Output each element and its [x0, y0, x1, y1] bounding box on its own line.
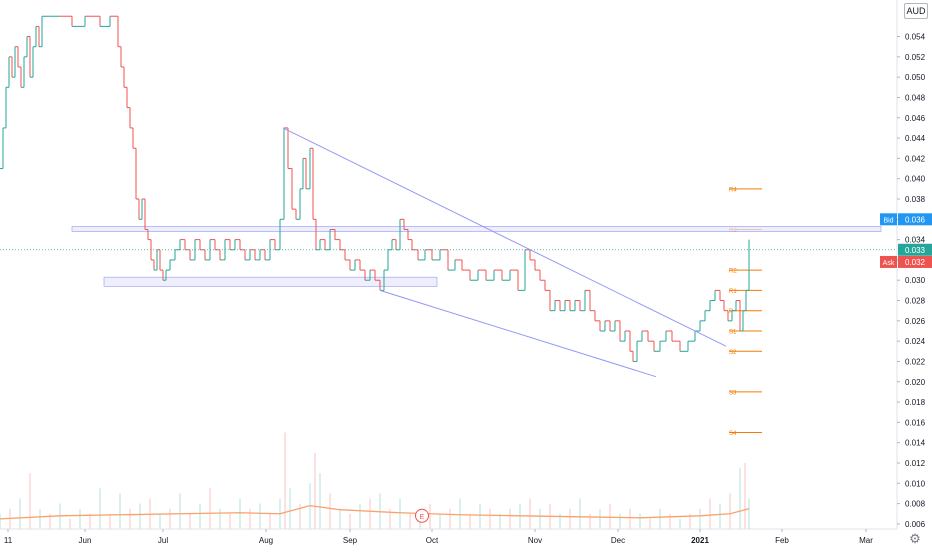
pivot-label-p: P	[729, 309, 733, 315]
price-tick-label: 0.020	[905, 378, 926, 387]
price-tick-label: 0.050	[905, 73, 926, 82]
time-tick-label: 2021	[691, 536, 709, 545]
price-tick-label: 0.034	[905, 236, 926, 245]
price-tick-label: 0.016	[905, 418, 926, 427]
bid-badge	[898, 213, 932, 226]
trendline-0[interactable]	[282, 127, 727, 347]
price-tick-label: 0.040	[905, 175, 926, 184]
bid-value: 0.036	[905, 215, 926, 224]
zone-rect-1[interactable]	[103, 276, 438, 287]
bid-label: Bid	[883, 217, 893, 224]
ask-label-badge	[880, 255, 897, 268]
last-price-badge	[898, 243, 932, 256]
time-tick-label: Jun	[79, 536, 92, 545]
ask-label: Ask	[883, 260, 895, 267]
price-tick-label: 0.052	[905, 53, 926, 62]
price-tick-label: 0.030	[905, 276, 926, 285]
price-tick-label: 0.014	[905, 439, 926, 448]
event-marker-label: E	[420, 514, 425, 521]
price-tick-label: 0.044	[905, 134, 926, 143]
last-price-value: 0.033	[905, 246, 926, 255]
pivot-label-s1: S1	[729, 330, 737, 336]
pivot-label-s2: S2	[729, 350, 737, 356]
currency-badge[interactable]: AUD	[904, 3, 928, 19]
time-tick-label: Mar	[859, 536, 873, 545]
price-tick-label: 0.006	[905, 520, 926, 529]
time-tick-label: Feb	[775, 536, 789, 545]
pivot-label-s3: S3	[729, 390, 737, 396]
time-tick-label: 11	[4, 536, 13, 545]
time-axis[interactable]	[0, 529, 897, 550]
zone-rect-0[interactable]	[71, 226, 882, 232]
pivot-label-r2: R2	[729, 269, 737, 275]
time-tick-label: Sep	[343, 536, 358, 545]
price-tick-label: 0.054	[905, 33, 926, 42]
pivot-label-r1: R1	[729, 289, 737, 295]
time-tick-label: Aug	[259, 536, 273, 545]
ask-badge	[898, 255, 932, 268]
time-tick-label: Nov	[528, 536, 542, 545]
ask-value: 0.032	[905, 258, 926, 267]
price-tick-label: 0.010	[905, 479, 926, 488]
price-tick-label: 0.024	[905, 337, 926, 346]
bid-label-badge	[880, 213, 897, 226]
time-tick-label: Jul	[158, 536, 168, 545]
time-tick-label: Dec	[611, 536, 625, 545]
price-tick-label: 0.042	[905, 154, 926, 163]
price-tick-label: 0.022	[905, 357, 926, 366]
price-tick-label: 0.038	[905, 195, 926, 204]
time-tick-label: Oct	[426, 536, 439, 545]
price-tick-label: 0.048	[905, 93, 926, 102]
price-tick-label: 0.008	[905, 500, 926, 509]
price-tick-label: 0.028	[905, 297, 926, 306]
price-tick-label: 0.046	[905, 114, 926, 123]
price-tick-label: 0.026	[905, 317, 926, 326]
price-axis[interactable]	[897, 0, 932, 550]
pivot-label-s4: S4	[729, 431, 737, 437]
trendline-1[interactable]	[379, 289, 657, 378]
pivot-label-r4: R4	[729, 187, 737, 193]
price-tick-label: 0.012	[905, 459, 926, 468]
volume-ma-line	[0, 504, 750, 520]
gear-icon[interactable]: ⚙	[909, 531, 921, 546]
price-tick-label: 0.018	[905, 398, 926, 407]
event-marker[interactable]	[415, 508, 429, 523]
